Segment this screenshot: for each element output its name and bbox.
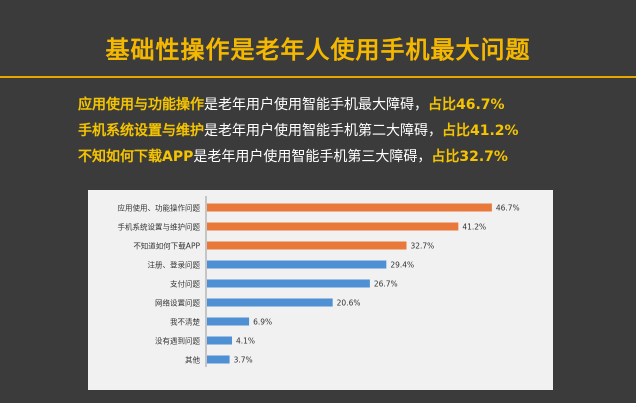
category-label: 支付问题 bbox=[170, 279, 200, 289]
data-label: 46.7% bbox=[496, 204, 520, 213]
bar bbox=[207, 279, 370, 288]
bar bbox=[207, 355, 230, 364]
category-label: 我不清楚 bbox=[170, 317, 200, 327]
data-label: 26.7% bbox=[374, 280, 398, 289]
data-label: 20.6% bbox=[337, 299, 361, 308]
category-label: 其他 bbox=[185, 355, 200, 365]
category-label: 网络设置问题 bbox=[155, 298, 200, 308]
data-label: 29.4% bbox=[390, 261, 414, 270]
highlight-key: 不知如何下载APP bbox=[78, 149, 194, 165]
highlight-pct: 占比41.2% bbox=[442, 123, 519, 139]
bar-chart: 应用使用、功能操作问题 46.7% 手机系统设置与维护问题 41.2% 不知道如何下载A… bbox=[118, 196, 520, 367]
category-label: 没有遇到问题 bbox=[155, 336, 200, 346]
highlight-key: 应用使用与功能操作 bbox=[78, 97, 204, 113]
data-label: 32.7% bbox=[410, 242, 434, 251]
highlight-text: 是老年用户使用智能手机第二大障碍， bbox=[204, 123, 442, 139]
category-label: 不知道如何下载APP bbox=[133, 241, 200, 251]
category-label: 应用使用、功能操作问题 bbox=[118, 203, 201, 213]
title-divider bbox=[0, 76, 636, 78]
highlight-pct: 占比46.7% bbox=[428, 97, 505, 113]
bar bbox=[207, 222, 459, 231]
page-title: 基础性操作是老年人使用手机最大问题 bbox=[105, 36, 531, 64]
highlight-key: 手机系统设置与维护 bbox=[78, 123, 204, 139]
highlight-text: 是老年用户使用智能手机第三大障碍， bbox=[193, 149, 432, 165]
highlight-text: 是老年用户使用智能手机最大障碍， bbox=[204, 97, 428, 113]
bar bbox=[207, 336, 233, 345]
highlight-item: 不知如何下载APP是老年用户使用智能手机第三大障碍，占比32.7% bbox=[78, 144, 618, 170]
chart-panel: 应用使用、功能操作问题 46.7% 手机系统设置与维护问题 41.2% 不知道如何下载A… bbox=[88, 190, 553, 390]
bar bbox=[207, 241, 407, 250]
bar bbox=[207, 298, 333, 307]
highlight-item: 应用使用与功能操作是老年用户使用智能手机最大障碍，占比46.7% bbox=[78, 92, 618, 118]
data-label: 6.9% bbox=[253, 318, 272, 327]
highlight-pct: 占比32.7% bbox=[431, 149, 508, 165]
category-label: 手机系统设置与维护问题 bbox=[118, 222, 201, 232]
category-label: 注册、登录问题 bbox=[148, 260, 201, 270]
data-label: 3.7% bbox=[234, 356, 253, 365]
highlights-list: 应用使用与功能操作是老年用户使用智能手机最大障碍，占比46.7% 手机系统设置与… bbox=[78, 92, 618, 170]
bar bbox=[207, 203, 492, 212]
bar bbox=[207, 260, 387, 269]
data-label: 41.2% bbox=[462, 223, 486, 232]
data-label: 4.1% bbox=[236, 337, 255, 346]
highlight-item: 手机系统设置与维护是老年用户使用智能手机第二大障碍，占比41.2% bbox=[78, 118, 618, 144]
bar bbox=[207, 317, 250, 326]
